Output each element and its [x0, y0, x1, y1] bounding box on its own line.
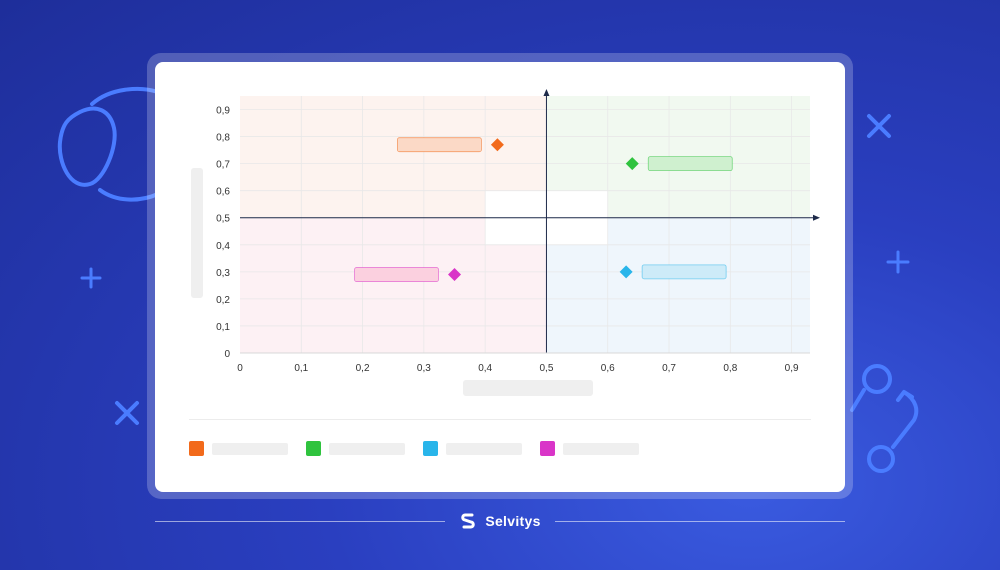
connector-arrow-icon — [850, 388, 919, 449]
x-tick-label: 0,8 — [723, 363, 737, 374]
legend-divider — [189, 419, 811, 420]
legend-item — [306, 441, 405, 456]
x-tick-label: 0 — [237, 363, 243, 374]
x-tick-label: 0,4 — [478, 363, 492, 374]
data-point-marker — [625, 157, 639, 171]
legend-swatch — [189, 441, 204, 456]
brand-footer: Selvitys — [0, 509, 1000, 533]
legend-swatch — [423, 441, 438, 456]
x-tick-label: 0,7 — [662, 363, 676, 374]
y-tick-label: 0,5 — [216, 214, 230, 225]
legend-swatch — [540, 441, 555, 456]
x-axis-label-placeholder — [463, 380, 593, 396]
x-tick-label: 0,3 — [417, 363, 431, 374]
quadrant-chart: 0 0,1 0,2 0,3 0,4 0,5 0,6 0,7 0,8 0,9 0 0,1 0,2 0,3 0,… — [216, 89, 820, 374]
point-label-bar — [397, 137, 482, 153]
brand-line-left — [155, 520, 446, 522]
x-tick-label: 0,6 — [601, 363, 615, 374]
y-tick-label: 0,3 — [216, 268, 230, 279]
legend-label-placeholder — [329, 442, 405, 455]
legend — [189, 441, 639, 456]
cross-icon — [867, 114, 891, 138]
data-point-marker — [490, 138, 504, 152]
x-tick-label: 0,2 — [356, 363, 370, 374]
legend-label-placeholder — [446, 442, 522, 455]
legend-item — [423, 441, 522, 456]
node-circle — [867, 445, 895, 473]
y-tick-label: 0,2 — [216, 295, 230, 306]
y-tick-label: 0,7 — [216, 160, 230, 171]
brand-name: Selvitys — [485, 513, 541, 529]
point-label-bar — [641, 264, 727, 280]
plus-icon — [886, 250, 910, 274]
legend-item — [189, 441, 288, 456]
legend-label-placeholder — [212, 442, 288, 455]
arc-shape — [90, 86, 160, 202]
legend-label-placeholder — [563, 442, 639, 455]
rounded-triangle-shape — [57, 106, 117, 187]
chart-card: 0 0,1 0,2 0,3 0,4 0,5 0,6 0,7 0,8 0,9 0 0,1 0,2 0,3 0,… — [155, 62, 845, 492]
y-axis-arrow — [543, 89, 550, 96]
x-axis-arrow — [813, 214, 820, 221]
y-tick-label: 0,1 — [216, 322, 230, 333]
point-label-bar — [647, 156, 733, 172]
y-tick-label: 0,4 — [216, 241, 230, 252]
plus-icon — [80, 267, 102, 289]
data-point-marker — [448, 268, 462, 282]
y-tick-label: 0,6 — [216, 187, 230, 198]
legend-swatch — [306, 441, 321, 456]
legend-item — [540, 441, 639, 456]
s-logo-icon — [461, 513, 476, 529]
x-tick-label: 0,5 — [539, 363, 553, 374]
cross-icon — [115, 401, 139, 425]
y-axis-label-placeholder — [191, 168, 203, 298]
y-tick-label: 0 — [224, 349, 230, 360]
brand-line-right — [554, 520, 845, 522]
data-point-marker — [619, 265, 633, 279]
point-label-bar — [354, 267, 439, 282]
y-tick-label: 0,9 — [216, 106, 230, 117]
x-tick-label: 0,9 — [785, 363, 799, 374]
node-circle — [862, 364, 892, 394]
y-tick-label: 0,8 — [216, 133, 230, 144]
x-tick-label: 0,1 — [294, 363, 308, 374]
